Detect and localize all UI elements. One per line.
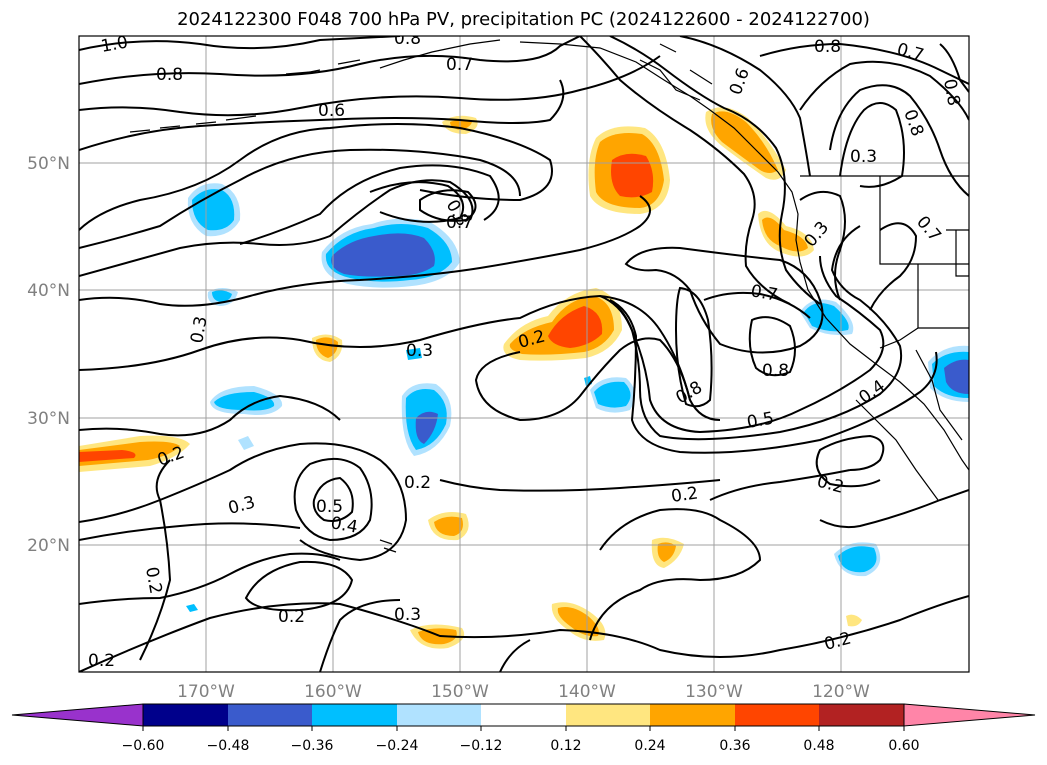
contour-label: 0.6	[318, 101, 345, 121]
pv-contours	[79, 36, 969, 672]
colorbar-tick-label: 0.24	[634, 738, 665, 754]
map-frame	[78, 35, 970, 673]
lat-label: 50°N	[27, 154, 70, 174]
contour-labels: 1.0 0.8 0.7 0.6 0.8 0.7 0.6 0.8 0.8 0.7 …	[88, 29, 963, 671]
colorbar-tick-label: −0.60	[122, 738, 165, 754]
precip-negative-area	[594, 381, 631, 408]
contour-label: 0.2	[88, 651, 115, 671]
colorbar-segment	[228, 704, 312, 726]
lon-label: 140°W	[558, 682, 616, 702]
colorbar-segment	[312, 704, 397, 726]
precip-positive-area	[434, 516, 463, 536]
contour-label: 0.7	[446, 55, 473, 75]
precip-negative-area	[838, 546, 877, 573]
contour-label: 0.3	[850, 147, 877, 167]
precip-negative-area	[944, 359, 969, 394]
lat-label: 30°N	[27, 409, 70, 429]
precip-negative-area	[214, 392, 275, 411]
colorbar-tick-label: 0.12	[550, 738, 581, 754]
precip-positive-area	[657, 542, 676, 562]
precip-negative-area	[238, 436, 254, 450]
contour-label: 0.7	[749, 281, 779, 305]
colorbar-extend-min	[11, 703, 144, 727]
contour-label: 0.4	[329, 513, 359, 537]
contour-label: 1.0	[99, 33, 129, 57]
contour-label: 0.3	[394, 605, 421, 625]
colorbar-segment	[735, 704, 819, 726]
precip-positive-area	[611, 153, 654, 198]
precip-positive-area	[846, 614, 862, 627]
contour-label: 0.2	[141, 565, 165, 595]
colorbar-tick-label: −0.24	[376, 738, 419, 754]
colorbar: −0.60 −0.48 −0.36 −0.24 −0.12 0.12 0.24 …	[11, 703, 1036, 754]
contour-label: 0.8	[814, 37, 841, 57]
contour-label: 0.2	[670, 483, 700, 507]
contour-label: 0.7	[446, 213, 473, 233]
longitude-labels: 170°W 160°W 150°W 140°W 130°W 120°W	[177, 682, 870, 702]
lon-label: 130°W	[685, 682, 743, 702]
colorbar-tick-label: 0.36	[719, 738, 750, 754]
precip-positive-area	[79, 450, 136, 462]
contour-label: 0.8	[394, 29, 421, 49]
map-panel: 1.0 0.8 0.7 0.6 0.8 0.7 0.6 0.8 0.8 0.7 …	[78, 29, 970, 673]
colorbar-segment	[481, 704, 566, 726]
colorbar-segment	[566, 704, 650, 726]
graticule	[79, 36, 969, 672]
lat-label: 40°N	[27, 281, 70, 301]
precip-negative-area	[331, 233, 435, 277]
colorbar-tick-label: −0.12	[460, 738, 503, 754]
contour-label: 0.8	[762, 361, 789, 381]
colorbar-tick-label: 0.60	[888, 738, 919, 754]
colorbar-tick-label: −0.48	[207, 738, 250, 754]
map-title: 2024122300 F048 700 hPa PV, precipitatio…	[177, 9, 870, 30]
precip-positive-area	[418, 628, 457, 645]
precip-positive-area	[548, 306, 603, 348]
contour-label: 0.8	[939, 77, 963, 107]
contour-label: 0.5	[745, 409, 775, 433]
contour-label: 0.3	[406, 341, 433, 361]
contour-label: 0.3	[187, 315, 211, 345]
precip-positive-area	[557, 607, 599, 637]
colorbar-extend-max	[903, 703, 1036, 727]
precip-negative-area	[415, 411, 438, 444]
lon-label: 120°W	[812, 682, 870, 702]
colorbar-tick-label: −0.36	[291, 738, 334, 754]
precip-negative-area	[186, 604, 198, 612]
precip-negative-area	[804, 303, 849, 332]
lon-label: 160°W	[304, 682, 362, 702]
colorbar-segment	[819, 704, 904, 726]
lon-label: 150°W	[431, 682, 489, 702]
precip-negative-area	[406, 348, 422, 360]
precip-positive-area	[711, 111, 778, 173]
lon-label: 170°W	[177, 682, 235, 702]
colorbar-segment	[397, 704, 481, 726]
coastlines	[129, 39, 969, 553]
contour-label: 0.5	[316, 497, 343, 517]
latitude-labels: 50°N 40°N 30°N 20°N	[27, 154, 70, 556]
contour-label: 0.8	[156, 65, 183, 85]
colorbar-segment	[143, 704, 228, 726]
colorbar-tick-label: 0.48	[803, 738, 834, 754]
contour-label: 0.2	[278, 607, 305, 627]
precip-negative-area	[212, 290, 232, 302]
lat-label: 20°N	[27, 536, 70, 556]
contour-label: 0.2	[404, 473, 431, 493]
colorbar-segment	[650, 704, 735, 726]
